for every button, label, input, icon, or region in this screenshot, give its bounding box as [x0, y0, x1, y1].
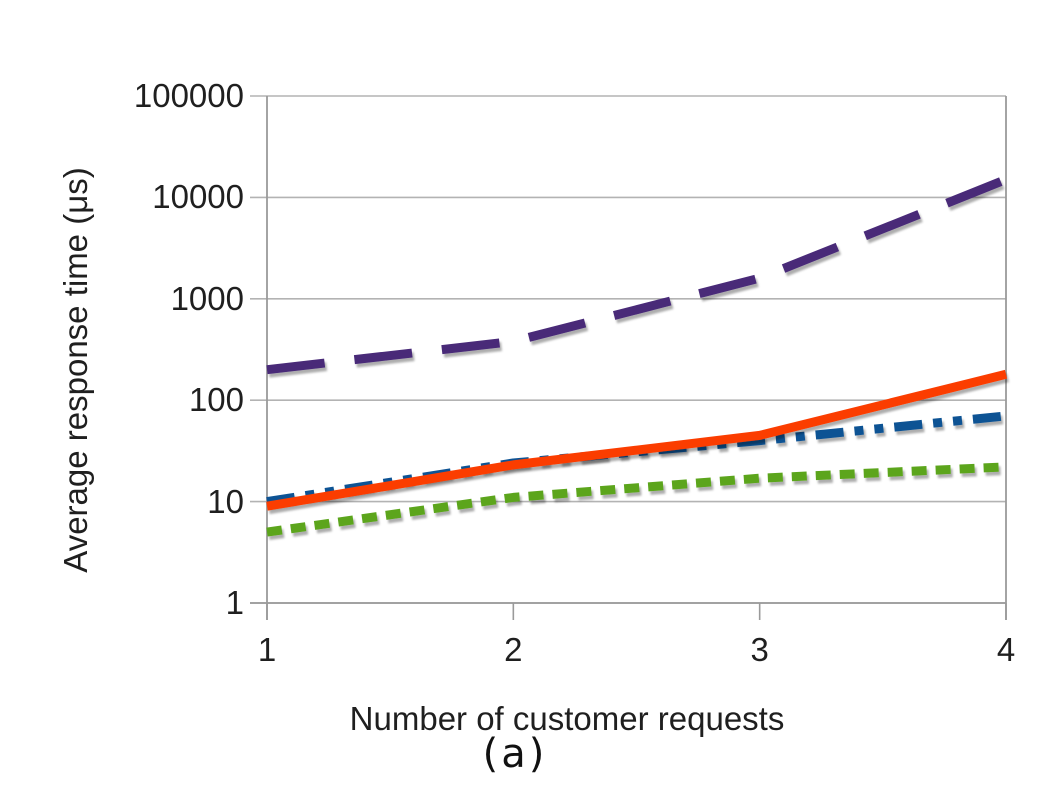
y-tick-label: 1000: [170, 279, 244, 317]
y-axis-title: Average response time (μs): [57, 167, 94, 573]
x-axis-title: Number of customer requests: [349, 700, 785, 737]
x-tick-label: 4: [996, 631, 1016, 668]
series-green-square-dot-line: [266, 462, 1007, 537]
data-series: [266, 175, 1008, 537]
axes: [250, 96, 1007, 620]
figure-caption: (a): [482, 731, 548, 777]
y-tick-label: 100000: [133, 77, 244, 114]
y-tick-label: 10000: [152, 178, 244, 216]
y-tick-label: 10: [207, 482, 244, 520]
y-tick-label: 1: [225, 584, 244, 621]
x-tick-label: 3: [750, 631, 769, 668]
gridlines: [250, 95, 1006, 604]
series-purple-long-dash-line: [266, 175, 1008, 375]
x-tick-label: 2: [504, 631, 523, 668]
series-orange-solid-line: [266, 369, 1008, 511]
x-tick-label: 1: [257, 631, 277, 668]
y-tick-label: 100: [188, 381, 244, 419]
